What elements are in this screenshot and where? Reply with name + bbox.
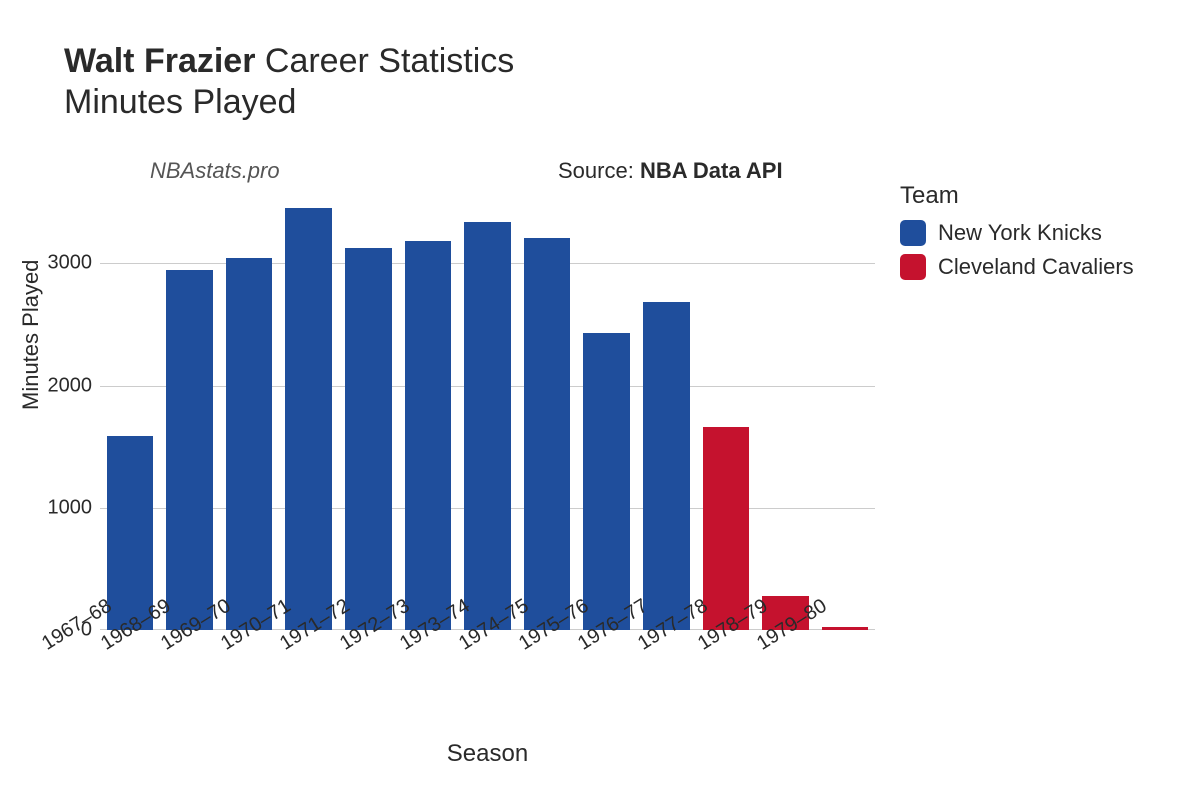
bar	[107, 436, 154, 630]
legend-label: New York Knicks	[938, 220, 1102, 246]
legend: Team New York Knicks Cleveland Cavaliers	[900, 182, 1134, 288]
bar	[226, 258, 273, 630]
title-suffix: Career Statistics	[255, 42, 514, 80]
watermark-text: NBAstats.pro	[150, 158, 280, 184]
bar	[583, 333, 630, 630]
bar	[166, 270, 213, 630]
chart-title-line2: Minutes Played	[64, 83, 514, 122]
y-tick-label: 1000	[32, 496, 100, 519]
title-player-name: Walt Frazier	[64, 42, 255, 80]
chart-frame: { "title": { "bold": "Walt Frazier", "re…	[0, 0, 1200, 800]
legend-label: Cleveland Cavaliers	[938, 254, 1134, 280]
chart-title-line1: Walt Frazier Career Statistics	[64, 40, 514, 83]
legend-swatch	[900, 254, 926, 280]
bar	[464, 222, 511, 630]
y-tick-label: 3000	[32, 252, 100, 275]
x-axis-title: Season	[100, 740, 875, 768]
bar	[643, 302, 690, 630]
title-block: Walt Frazier Career Statistics Minutes P…	[64, 40, 514, 122]
legend-title: Team	[900, 182, 1134, 210]
bar	[703, 427, 750, 630]
bar	[524, 238, 571, 630]
y-tick-label: 2000	[32, 374, 100, 397]
legend-swatch	[900, 220, 926, 246]
source-attribution: Source: NBA Data API	[558, 158, 783, 184]
bar	[285, 208, 332, 630]
bar	[405, 241, 452, 630]
source-name: NBA Data API	[640, 158, 783, 183]
legend-item: New York Knicks	[900, 220, 1134, 246]
plot-area: 01000200030001967–681968–691969–701970–7…	[100, 190, 875, 630]
bar	[822, 627, 869, 630]
source-label: Source:	[558, 158, 640, 183]
plot-inner: 01000200030001967–681968–691969–701970–7…	[100, 190, 875, 630]
legend-item: Cleveland Cavaliers	[900, 254, 1134, 280]
bar	[345, 248, 392, 630]
